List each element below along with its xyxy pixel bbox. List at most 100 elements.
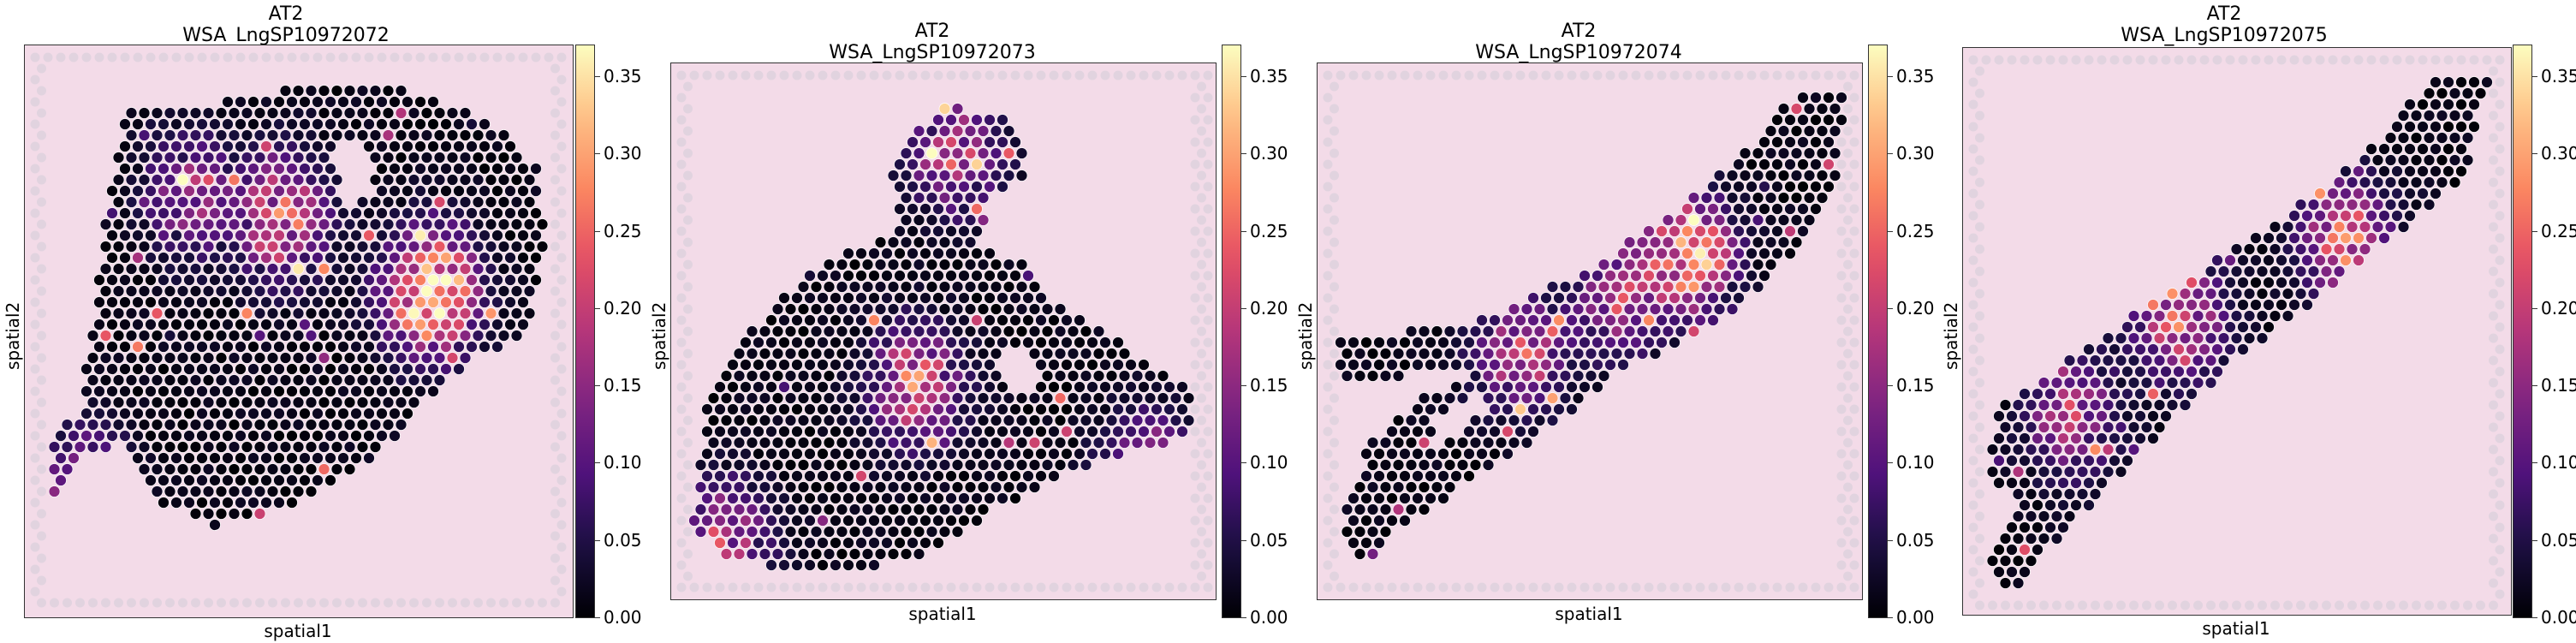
spot xyxy=(299,163,311,175)
spot xyxy=(945,381,957,393)
empty-spot xyxy=(2495,389,2505,399)
empty-spot xyxy=(1502,582,1513,592)
spot xyxy=(2032,432,2044,444)
spot xyxy=(1713,236,1726,248)
spot xyxy=(830,381,842,393)
spot xyxy=(977,259,990,271)
spot xyxy=(938,303,951,315)
spot xyxy=(938,414,951,426)
spot xyxy=(984,426,996,438)
empty-spot xyxy=(1759,582,1770,592)
spot xyxy=(1520,303,1533,315)
spot xyxy=(299,363,311,375)
empty-spot xyxy=(1348,582,1359,592)
empty-spot xyxy=(1849,360,1859,370)
spot xyxy=(1797,203,1809,215)
spot xyxy=(504,207,516,219)
empty-spot xyxy=(2495,255,2505,265)
spot xyxy=(1764,192,1777,204)
spot xyxy=(2115,466,2127,478)
spot xyxy=(112,196,125,208)
spot xyxy=(209,497,221,509)
spot xyxy=(984,270,996,282)
spot xyxy=(485,129,497,141)
spot xyxy=(1597,370,1610,382)
spot xyxy=(170,363,182,375)
spot xyxy=(286,96,298,108)
spot xyxy=(842,448,854,460)
spot xyxy=(330,174,343,186)
spot xyxy=(1074,314,1086,326)
spot xyxy=(491,319,503,330)
spot xyxy=(1617,359,1629,371)
spot xyxy=(292,352,305,364)
spot xyxy=(2076,421,2089,433)
spot xyxy=(324,319,336,330)
spot xyxy=(427,296,439,308)
spot xyxy=(472,218,485,230)
spot xyxy=(286,207,298,219)
spot xyxy=(932,492,944,504)
spot xyxy=(1610,325,1623,337)
spot xyxy=(1092,325,1105,337)
spot xyxy=(253,285,266,297)
spot xyxy=(132,363,144,375)
spot xyxy=(337,430,349,442)
spot xyxy=(318,419,330,431)
empty-spot xyxy=(364,52,374,63)
spot xyxy=(145,274,157,286)
spot xyxy=(86,396,99,408)
spot xyxy=(1797,158,1809,170)
spot xyxy=(1048,470,1060,482)
spot xyxy=(881,247,893,259)
colorbar-tick xyxy=(1241,307,1246,309)
spot xyxy=(253,419,266,431)
empty-spot xyxy=(461,598,470,608)
empty-spot xyxy=(985,70,995,80)
spot xyxy=(1469,459,1482,471)
empty-spot xyxy=(133,52,143,63)
spot xyxy=(2063,354,2076,366)
spot xyxy=(446,263,459,275)
spot xyxy=(2217,310,2230,322)
spot xyxy=(2417,143,2429,155)
spot xyxy=(746,348,759,360)
spot xyxy=(112,352,125,364)
spot xyxy=(791,470,803,482)
spot xyxy=(881,336,893,348)
spot xyxy=(183,385,195,397)
spot xyxy=(119,229,131,241)
spot xyxy=(964,414,977,426)
spot xyxy=(1015,303,1028,315)
spot xyxy=(337,452,349,464)
spot xyxy=(151,441,164,453)
spot xyxy=(202,485,215,497)
empty-spot xyxy=(1323,360,1333,370)
spot xyxy=(2442,98,2454,110)
spot xyxy=(93,274,105,286)
spot xyxy=(1777,125,1790,137)
spot xyxy=(382,241,395,253)
spot xyxy=(2468,76,2480,88)
spot xyxy=(497,152,510,164)
empty-spot xyxy=(959,70,969,80)
spot xyxy=(1643,270,1655,282)
empty-spot xyxy=(1836,360,1847,370)
empty-spot xyxy=(556,475,567,485)
empty-spot xyxy=(30,275,40,285)
empty-spot xyxy=(1087,70,1098,80)
empty-spot xyxy=(1618,582,1628,592)
empty-spot xyxy=(556,342,567,352)
empty-spot xyxy=(933,70,943,80)
colorbar-tick xyxy=(2532,385,2537,387)
spot xyxy=(836,370,848,382)
spot xyxy=(958,181,970,193)
spot xyxy=(176,441,189,453)
spot xyxy=(1597,259,1610,271)
spot xyxy=(318,263,330,275)
spot xyxy=(209,296,221,308)
spot xyxy=(830,537,842,549)
spot xyxy=(253,129,266,141)
empty-spot xyxy=(1197,415,1206,426)
empty-spot xyxy=(1975,355,1984,366)
